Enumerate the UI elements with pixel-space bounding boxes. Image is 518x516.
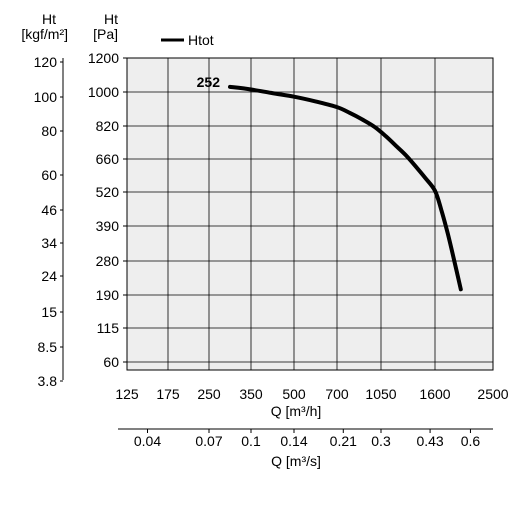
x-primary-tick-label: 1050 [365, 386, 396, 402]
y-inner-tick-label: 520 [96, 184, 120, 200]
y-outer-tick-label: 120 [34, 54, 58, 70]
x-primary-label: Q [m³/h] [271, 403, 322, 419]
x-primary-tick-label: 700 [325, 386, 349, 402]
y-inner-label-line1: Ht [104, 11, 118, 27]
y-outer-tick-label: 46 [41, 202, 57, 218]
x-secondary-tick-label: 0.1 [241, 433, 261, 449]
x-primary-tick-label: 2500 [477, 386, 508, 402]
x-primary-tick-label: 1600 [419, 386, 450, 402]
curve-model-label: 252 [197, 74, 221, 90]
y-outer-label-line1: Ht [42, 11, 56, 27]
y-inner-tick-label: 820 [96, 118, 120, 134]
x-secondary-tick-label: 0.6 [461, 433, 481, 449]
y-outer-tick-label: 15 [41, 304, 57, 320]
y-outer-tick-label: 8.5 [38, 339, 58, 355]
x-secondary-tick-label: 0.21 [330, 433, 357, 449]
y-inner-tick-label: 1000 [88, 84, 119, 100]
x-secondary-ticks: 0.04 0.07 0.1 0.14 0.21 0.3 0.43 0.6 [134, 429, 481, 449]
y-inner-tick-label: 660 [96, 151, 120, 167]
grid-lines [127, 58, 493, 370]
x-secondary-tick-label: 0.14 [280, 433, 307, 449]
y-inner-tick-label: 190 [96, 287, 120, 303]
x-secondary-tick-label: 0.43 [416, 433, 443, 449]
y-inner-tick-label: 390 [96, 218, 120, 234]
y-inner-label-line2: [Pa] [93, 26, 118, 42]
y-inner-tick-label: 1200 [88, 50, 119, 66]
x-primary-tick-label: 175 [156, 386, 180, 402]
x-secondary-tick-label: 0.04 [134, 433, 161, 449]
x-primary-tick-label: 125 [115, 386, 139, 402]
y-inner-ticks: 1200 1000 820 660 520 390 280 190 115 60 [88, 50, 127, 370]
x-secondary-label: Q [m³/s] [271, 453, 321, 469]
y-outer-tick-label: 3.8 [38, 373, 58, 389]
x-primary-ticks: 125 175 250 350 500 700 1050 1600 2500 [115, 386, 508, 402]
legend-label: Htot [188, 32, 214, 48]
y-outer-tick-label: 100 [34, 89, 58, 105]
x-primary-tick-label: 250 [197, 386, 221, 402]
y-outer-ticks: 120 100 80 60 46 34 24 15 8.5 3.8 [34, 54, 63, 389]
y-outer-tick-label: 80 [41, 123, 57, 139]
x-primary-tick-label: 500 [282, 386, 306, 402]
y-outer-tick-label: 60 [41, 167, 57, 183]
x-secondary-tick-label: 0.3 [371, 433, 391, 449]
y-outer-tick-label: 24 [41, 268, 57, 284]
y-inner-tick-label: 115 [97, 320, 120, 336]
plot-area [126, 57, 494, 371]
y-inner-tick-label: 280 [96, 253, 120, 269]
x-secondary-tick-label: 0.07 [195, 433, 222, 449]
y-outer-label-line2: [kgf/m²] [21, 26, 68, 42]
x-primary-tick-label: 350 [239, 386, 263, 402]
y-inner-tick-label: 60 [103, 354, 119, 370]
htot-curve [228, 84, 463, 292]
y-outer-tick-label: 34 [41, 235, 57, 251]
